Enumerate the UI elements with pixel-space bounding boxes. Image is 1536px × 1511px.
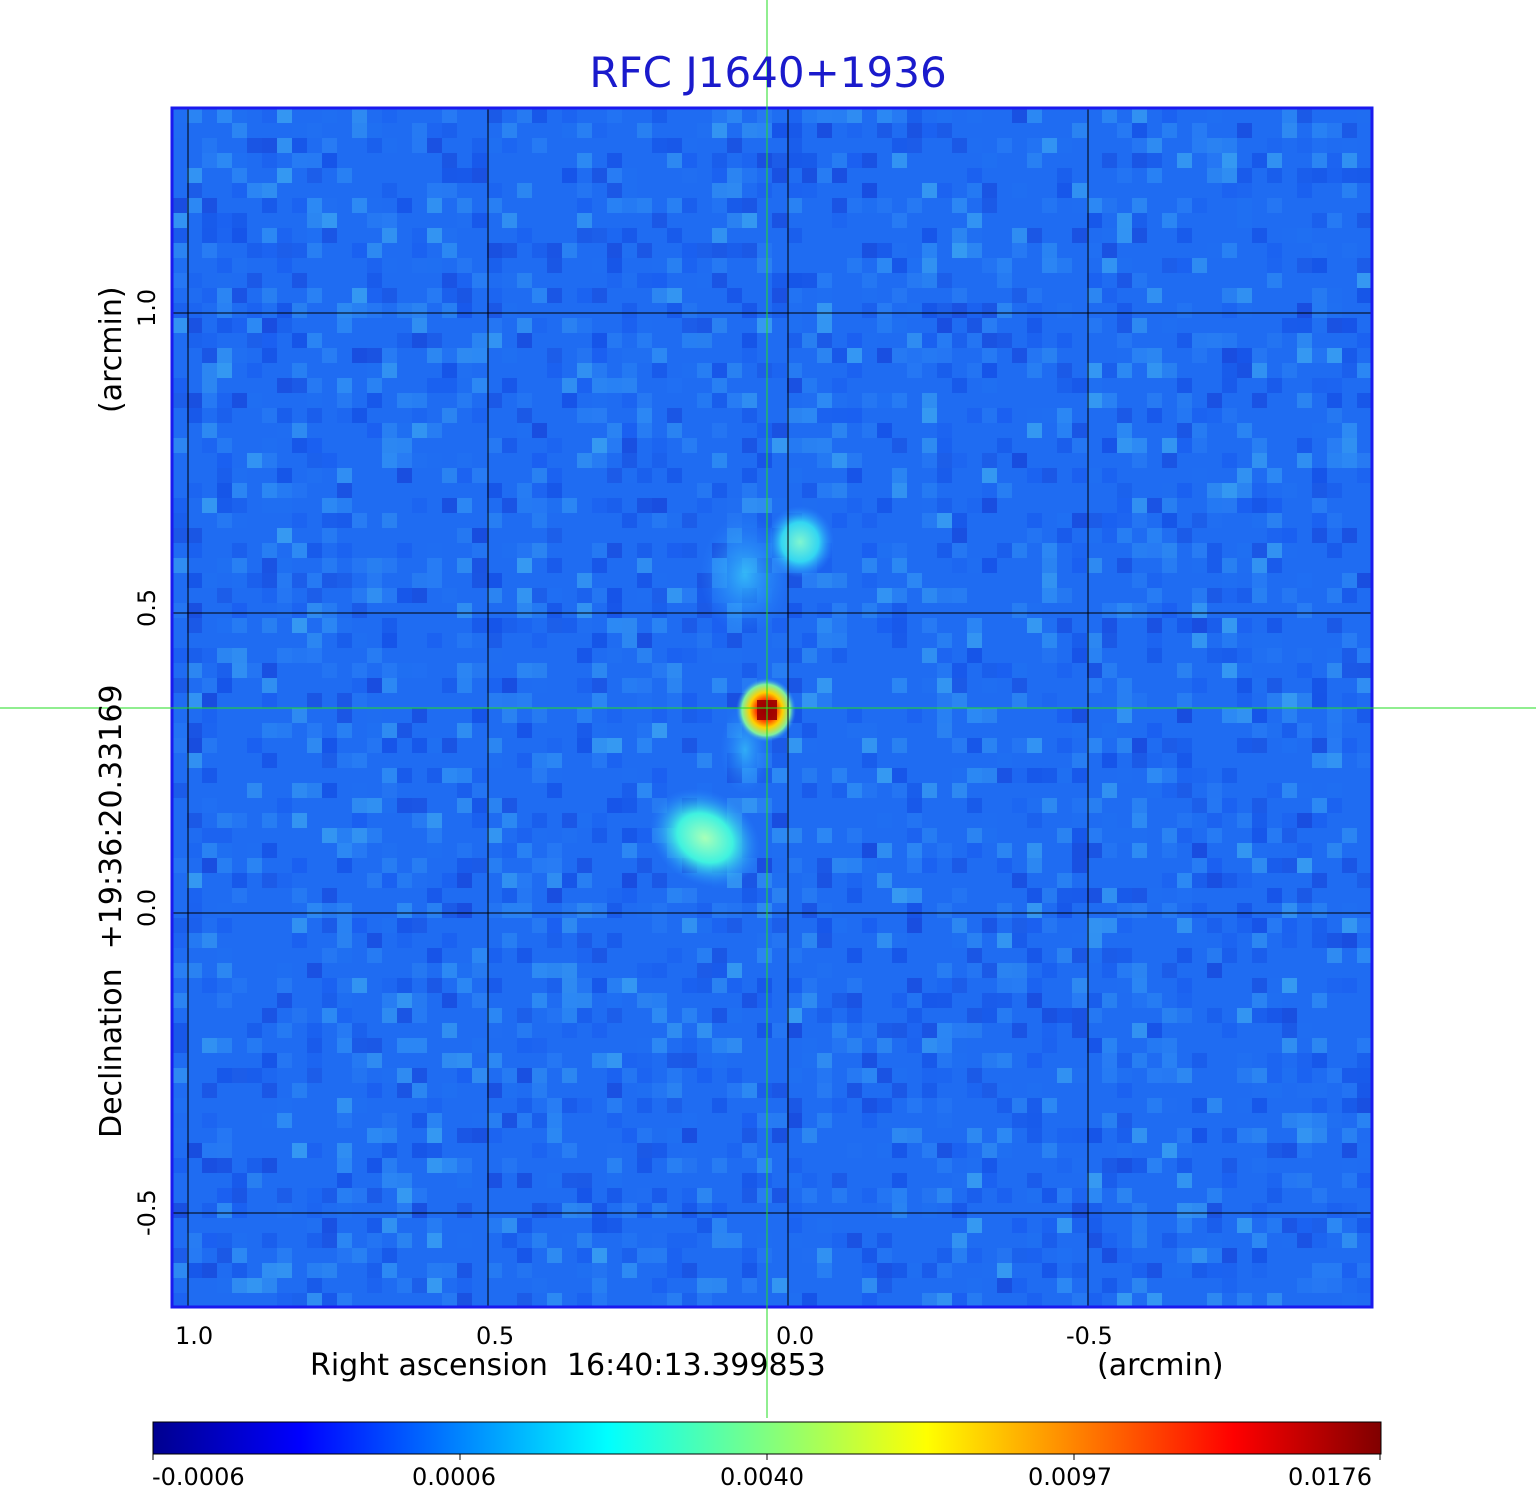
x-axis-unit: (arcmin) bbox=[1097, 1348, 1224, 1383]
y-tick-label: -0.5 bbox=[133, 1189, 161, 1236]
colorbar-tick-label: 0.0006 bbox=[412, 1463, 496, 1491]
colorbar-tick-label: 0.0040 bbox=[720, 1463, 804, 1491]
x-tick-label: 0.0 bbox=[776, 1322, 815, 1350]
colorbar-ticks bbox=[152, 1454, 1381, 1460]
y-axis-unit: (arcmin) bbox=[94, 286, 129, 413]
y-tick-label: 0.0 bbox=[133, 888, 161, 927]
x-tick-label: 1.0 bbox=[175, 1322, 214, 1350]
colorbar-tick-label: 0.0097 bbox=[1028, 1463, 1112, 1491]
x-tick-label: 0.5 bbox=[476, 1322, 515, 1350]
plot-title: RFC J1640+1936 bbox=[589, 48, 947, 97]
y-axis-label: Declination +19:36:20.33169 bbox=[94, 684, 129, 1138]
y-tick-label: 1.0 bbox=[133, 288, 161, 327]
north-lobe bbox=[766, 506, 834, 578]
colorbar bbox=[152, 1421, 1382, 1455]
colorbar-tick-label: 0.0176 bbox=[1288, 1463, 1372, 1491]
south-lobe bbox=[649, 788, 761, 888]
colorbar-tick-label: -0.0006 bbox=[152, 1463, 245, 1491]
y-tick-label: 0.5 bbox=[133, 588, 161, 627]
x-axis-label: Right ascension 16:40:13.399853 bbox=[310, 1348, 826, 1383]
crosshair bbox=[0, 0, 1536, 1418]
x-tick-label: -0.5 bbox=[1066, 1322, 1113, 1350]
